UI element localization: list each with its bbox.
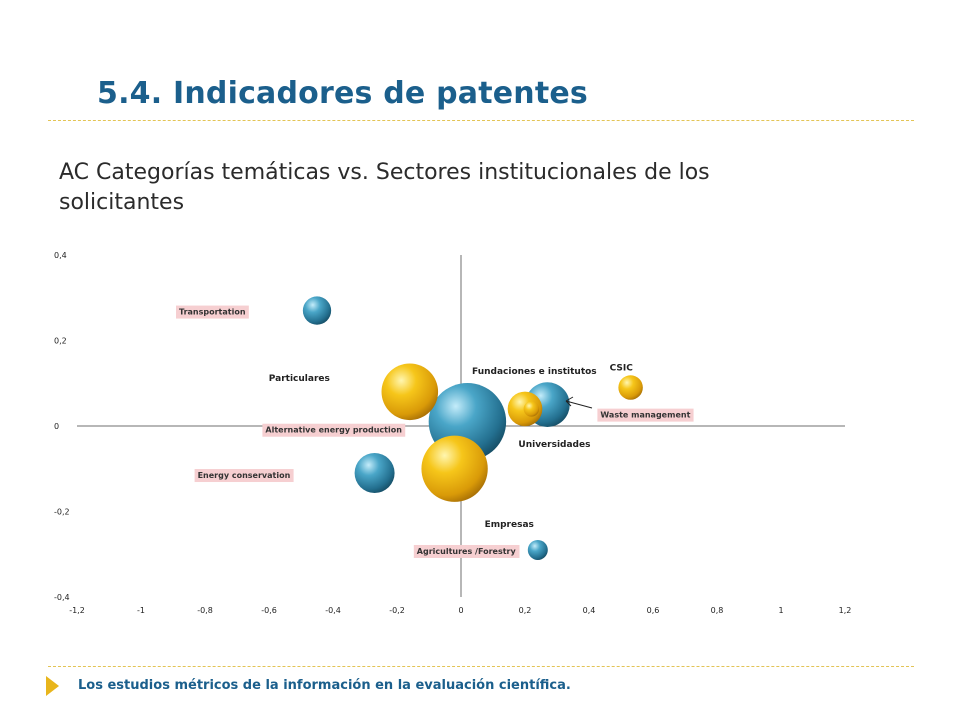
- label-box: [176, 305, 249, 319]
- x-tick-label: 0,4: [583, 606, 596, 615]
- x-tick-label: 1,2: [839, 606, 852, 615]
- label-energy-conservation: Energy conservation: [194, 469, 294, 483]
- label-particulares: Particulares: [269, 374, 330, 384]
- bubble-csic: [618, 375, 643, 400]
- x-tick-label: -0,2: [389, 606, 405, 615]
- label-csic: CSIC: [610, 364, 634, 374]
- point-label: Particulares: [269, 374, 330, 384]
- x-tick-label: -0,4: [325, 606, 341, 615]
- point-label: CSIC: [610, 364, 634, 374]
- y-tick-label: -0,4: [54, 593, 70, 602]
- point-label: Waste management: [600, 411, 690, 420]
- bubble-agricultures-forestry: [527, 539, 548, 560]
- label-alternative-energy-production: Alternative energy production: [262, 423, 406, 437]
- y-tick-label: 0: [54, 422, 59, 431]
- x-tick-label: 1: [778, 606, 783, 615]
- y-tick-label: 0,4: [54, 251, 67, 260]
- x-tick-label: -0,6: [261, 606, 277, 615]
- point-label: Transportation: [179, 308, 246, 317]
- slide-title: 5.4. Indicadores de patentes: [97, 76, 588, 111]
- footer-text: Los estudios métricos de la información …: [78, 678, 571, 693]
- bubble-transportation: [302, 296, 332, 325]
- label-box: [194, 469, 294, 483]
- x-tick-label: 0,8: [711, 606, 724, 615]
- point-label: Universidades: [518, 440, 590, 450]
- point-label: Energy conservation: [198, 471, 291, 480]
- x-tick-label: -1: [137, 606, 145, 615]
- label-box: [413, 544, 520, 558]
- label-agricultures-forestry: Agricultures /Forestry: [413, 544, 520, 558]
- label-universidades: Universidades: [518, 440, 590, 450]
- x-tick-label: 0,6: [647, 606, 660, 615]
- label-box: [597, 408, 694, 422]
- x-tick-label: -0,8: [197, 606, 213, 615]
- label-empresas: Empresas: [485, 520, 534, 530]
- label-transportation: Transportation: [176, 305, 249, 319]
- label-box: [262, 423, 406, 437]
- y-tick-label: -0,2: [54, 508, 70, 517]
- chart-subtitle: AC Categorías temáticas vs. Sectores ins…: [59, 160, 710, 215]
- x-tick-label: 0: [458, 606, 463, 615]
- point-label: Alternative energy production: [265, 426, 402, 435]
- point-label: Empresas: [485, 520, 534, 530]
- label-waste-management: Waste management: [597, 408, 694, 422]
- x-tick-label: 0,2: [519, 606, 532, 615]
- label-fundaciones-e-institutos: Fundaciones e institutos: [472, 367, 597, 377]
- bottom-divider: [48, 666, 914, 667]
- point-label: Fundaciones e institutos: [472, 367, 597, 377]
- bubble-particulares: [381, 363, 439, 421]
- bubble-universidades: [523, 401, 540, 417]
- bubble-empresas: [421, 435, 488, 502]
- footer-arrow-icon: [46, 676, 59, 696]
- x-tick-label: -1,2: [69, 606, 85, 615]
- pointer-arrow-icon: [565, 396, 593, 409]
- point-label: Agricultures /Forestry: [417, 547, 517, 556]
- top-divider: [48, 120, 914, 121]
- bubble-energy-conservation: [354, 453, 395, 494]
- y-tick-label: 0,2: [54, 337, 67, 346]
